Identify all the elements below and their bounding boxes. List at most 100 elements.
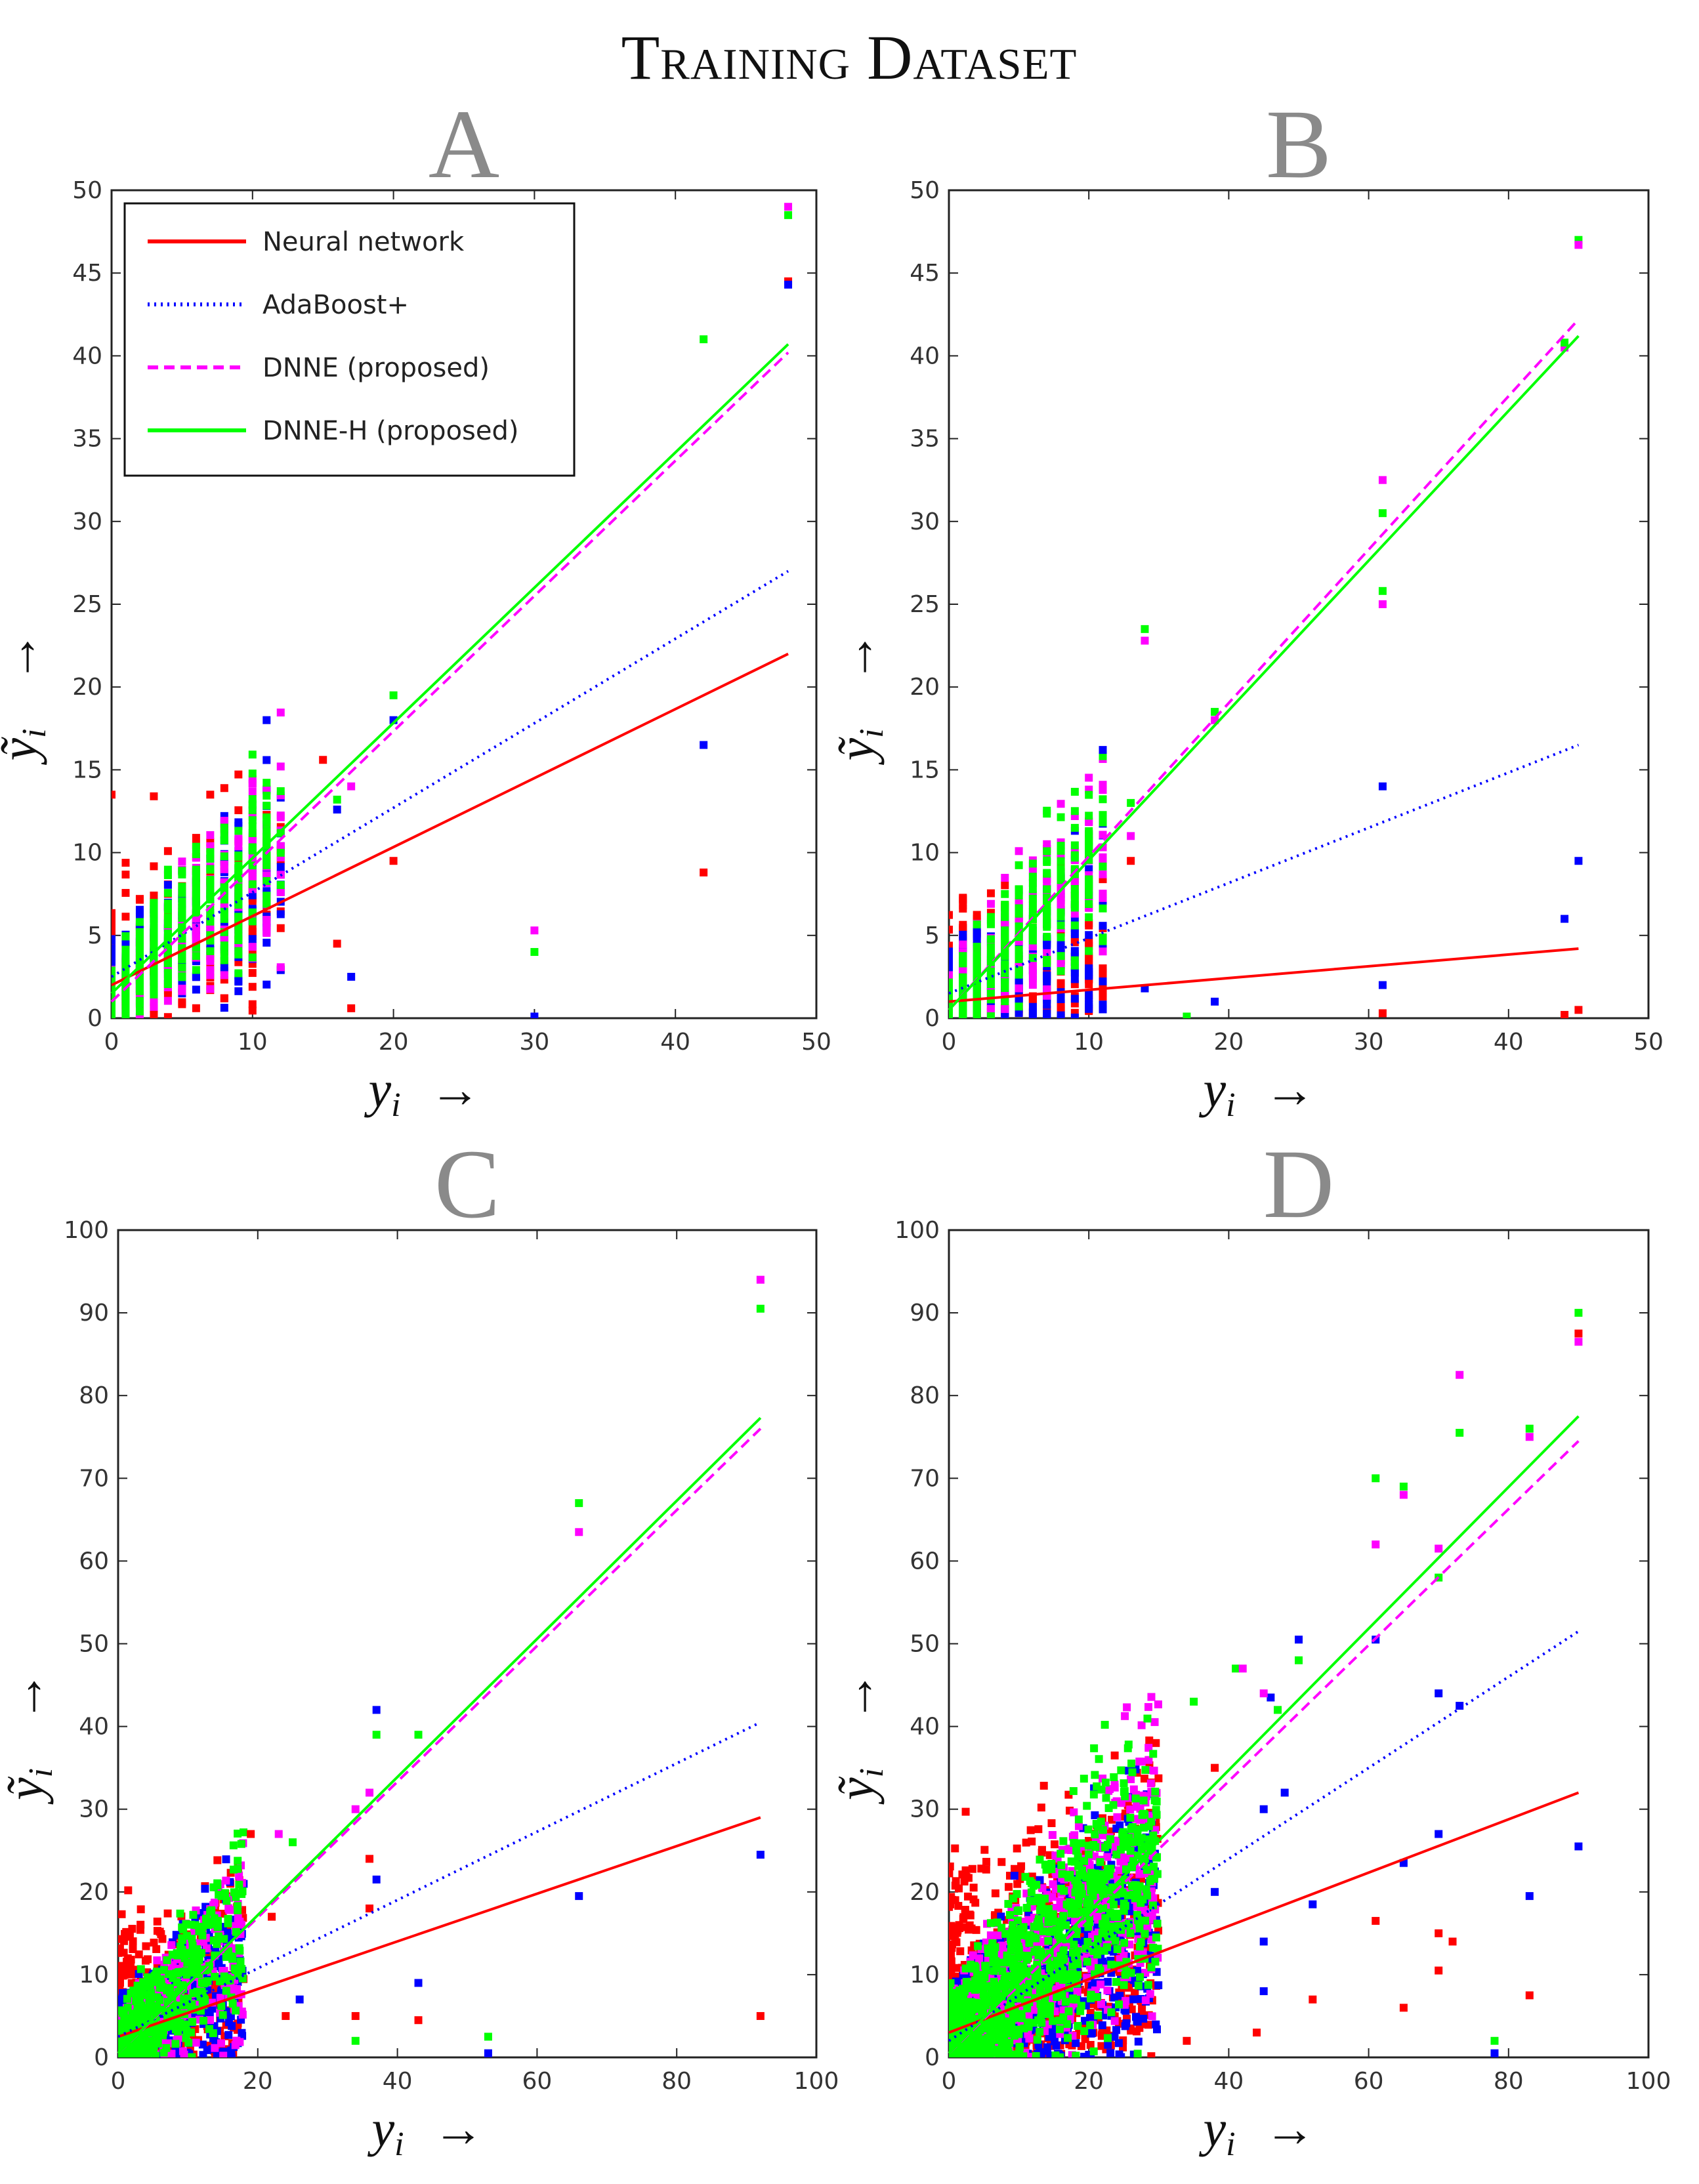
- data-point-dnneh: [1043, 885, 1051, 894]
- data-point-ada: [484, 2049, 492, 2057]
- data-point-dnne: [231, 1922, 240, 1930]
- data-point-dnneh: [141, 2036, 150, 2045]
- data-point-ada: [1015, 1009, 1023, 1018]
- data-point-dnneh: [1099, 904, 1107, 913]
- data-point-dnne: [1127, 832, 1135, 840]
- data-point-dnneh: [1015, 891, 1023, 899]
- data-point-dnneh: [220, 945, 228, 954]
- data-point-dnneh: [178, 897, 186, 906]
- data-point-dnne: [1099, 831, 1107, 839]
- data-point-ada: [949, 949, 953, 958]
- data-point-dnneh: [124, 2045, 133, 2053]
- data-point-dnneh: [229, 1841, 238, 1849]
- data-point-nn: [700, 868, 708, 876]
- data-point-dnneh: [1015, 909, 1023, 917]
- data-point-dnneh: [973, 920, 981, 929]
- data-point-dnne: [211, 2044, 219, 2052]
- data-point-ada: [530, 1012, 539, 1018]
- data-point-nn: [1013, 1844, 1021, 1853]
- data-point-dnneh: [163, 920, 172, 928]
- fit-line-nn: [111, 652, 789, 987]
- data-point-dnneh: [121, 945, 130, 954]
- y-tick-label: 70: [79, 1465, 109, 1492]
- data-point-dnne: [1001, 1005, 1009, 1014]
- data-point-dnne: [206, 842, 215, 850]
- data-point-dnneh: [1015, 1002, 1023, 1011]
- x-tick-label: 30: [519, 1029, 549, 1056]
- data-point-dnneh: [756, 1304, 765, 1313]
- y-tick-label: 40: [72, 342, 102, 369]
- data-point-dnneh: [262, 899, 271, 908]
- data-point-dnneh: [178, 889, 186, 897]
- data-point-dnneh: [262, 791, 271, 800]
- data-point-dnneh: [189, 1989, 198, 1998]
- data-point-dnneh: [155, 1996, 163, 2004]
- data-point-dnneh: [1099, 937, 1107, 945]
- data-point-dnneh: [176, 1909, 184, 1918]
- data-point-dnneh: [1028, 898, 1037, 907]
- y-tick-label: 100: [64, 1217, 109, 1244]
- x-tick-label: 80: [1494, 2068, 1524, 2095]
- data-point-nn: [158, 1935, 167, 1943]
- data-point-dnneh: [163, 977, 172, 985]
- data-point-dnneh: [248, 917, 257, 926]
- data-point-ada: [192, 985, 200, 994]
- data-point-dnneh: [158, 1983, 167, 1992]
- y-tick-label: 60: [910, 1548, 940, 1575]
- data-point-dnneh: [188, 2017, 197, 2026]
- data-point-dnneh: [195, 1927, 203, 1935]
- data-point-dnne: [1015, 984, 1023, 993]
- data-point-dnneh: [178, 973, 186, 981]
- fit-lines-C: [117, 1416, 762, 2055]
- data-point-dnneh: [1211, 708, 1219, 716]
- data-point-ada: [575, 1892, 583, 1901]
- data-point-dnneh: [235, 1944, 243, 1952]
- data-point-dnneh: [959, 1011, 967, 1018]
- data-point-dnneh: [121, 1010, 130, 1018]
- data-point-dnneh: [192, 869, 200, 878]
- data-point-dnne: [276, 762, 285, 771]
- data-point-dnneh: [172, 1969, 180, 1977]
- x-axis-label: yi →: [367, 2100, 484, 2163]
- data-point-dnneh: [530, 948, 539, 957]
- data-point-dnne: [756, 1275, 765, 1284]
- data-point-dnneh: [142, 1983, 151, 1991]
- data-point-ada: [1561, 915, 1569, 923]
- y-tick-label: 60: [79, 1548, 109, 1575]
- data-point-dnneh: [188, 2053, 196, 2057]
- data-point-dnneh: [188, 1935, 196, 1943]
- data-point-nn: [136, 1926, 145, 1934]
- data-point-nn: [959, 924, 967, 932]
- data-point-dnneh: [175, 2023, 184, 2031]
- data-point-dnne: [1057, 800, 1065, 808]
- data-point-dnneh: [150, 955, 158, 963]
- data-point-dnne: [1043, 985, 1051, 994]
- data-point-dnne: [150, 1002, 158, 1011]
- data-point-dnne: [986, 1004, 995, 1013]
- data-point-ada: [1070, 928, 1079, 936]
- data-point-ada: [1057, 995, 1065, 1004]
- data-point-dnneh: [1070, 900, 1079, 909]
- data-point-dnneh: [189, 1910, 198, 1919]
- data-point-dnneh: [248, 751, 257, 759]
- data-point-dnneh: [199, 2017, 208, 2025]
- data-point-dnneh: [234, 827, 243, 835]
- data-point-dnne: [1043, 949, 1051, 957]
- data-point-dnneh: [220, 915, 228, 923]
- data-point-nn: [333, 939, 341, 948]
- data-point-dnneh: [1127, 798, 1135, 807]
- data-point-nn: [121, 871, 130, 879]
- data-point-nn: [959, 901, 967, 910]
- data-point-dnneh: [206, 877, 215, 886]
- fit-line-dnne: [948, 318, 1580, 1011]
- data-point-dnne: [219, 2051, 228, 2057]
- data-point-nn: [1047, 1819, 1056, 1828]
- data-point-ada: [1099, 746, 1107, 754]
- data-point-nn: [121, 859, 130, 867]
- data-point-dnneh: [414, 1731, 423, 1739]
- fit-line-ada: [948, 743, 1580, 995]
- data-point-dnne: [276, 813, 285, 821]
- data-point-nn: [980, 1845, 989, 1854]
- data-point-nn: [112, 920, 115, 929]
- data-point-dnneh: [232, 1893, 240, 1901]
